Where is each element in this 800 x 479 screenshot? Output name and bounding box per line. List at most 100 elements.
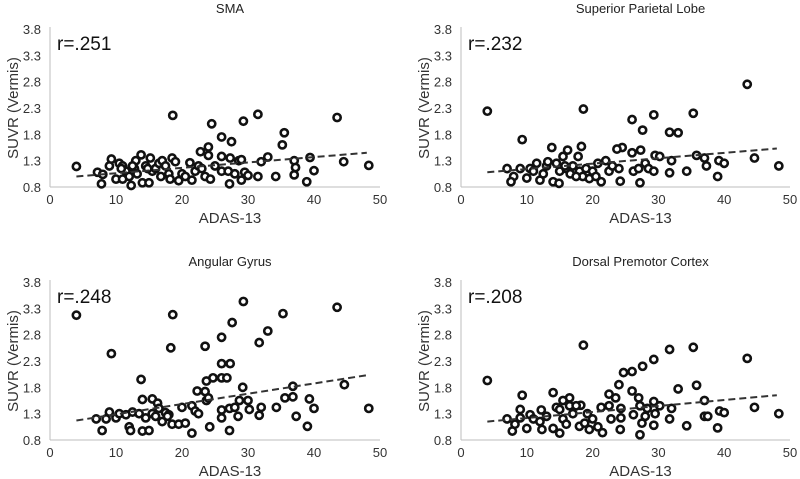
data-point — [140, 412, 151, 423]
data-point — [165, 342, 176, 353]
trend-line — [487, 394, 777, 423]
data-point — [262, 326, 273, 336]
data-point — [773, 161, 784, 171]
data-point — [186, 175, 197, 186]
data-point — [170, 156, 181, 167]
data-point — [688, 108, 699, 119]
y-tick-label: 3.8 — [434, 275, 452, 290]
chart-title: Dorsal Premotor Cortex — [572, 254, 709, 269]
x-tick-label: 30 — [241, 192, 255, 207]
x-tick-label: 20 — [585, 192, 599, 207]
data-point — [615, 424, 626, 435]
data-point — [635, 177, 645, 188]
x-tick-label: 20 — [175, 445, 189, 460]
data-point — [236, 175, 247, 186]
data-point — [600, 155, 611, 166]
data-point — [155, 171, 166, 182]
y-tick-label: 1.3 — [23, 407, 41, 422]
data-point — [287, 391, 298, 402]
y-tick-label: 1.3 — [23, 154, 41, 169]
correlation-label: r=.251 — [57, 34, 111, 55]
data-point — [200, 341, 210, 352]
data-point — [502, 163, 512, 174]
data-point — [702, 411, 713, 422]
y-tick-label: 3.3 — [23, 301, 41, 316]
x-tick-label: 50 — [373, 445, 387, 460]
y-tick-label: 2.8 — [23, 75, 41, 90]
x-tick-label: 30 — [651, 445, 665, 460]
data-point — [309, 165, 319, 176]
data-point — [578, 104, 589, 114]
data-point — [136, 149, 146, 160]
data-point — [243, 170, 253, 181]
y-tick-label: 3.3 — [23, 48, 41, 63]
data-point — [290, 162, 301, 173]
data-point — [243, 395, 253, 406]
data-point — [270, 171, 281, 182]
data-point — [338, 156, 349, 167]
x-axis-label: ADAS-13 — [199, 210, 262, 227]
data-point — [712, 422, 723, 433]
data-point — [548, 423, 559, 434]
data-point — [590, 171, 601, 182]
x-tick-label: 0 — [46, 445, 53, 460]
chart-panel: Dorsal Premotor Cortex 0.8 1.3 1.8 2.3 2.8 3.3… — [416, 254, 797, 479]
x-tick-label: 20 — [175, 192, 189, 207]
data-point — [193, 408, 204, 419]
chart-title: SMA — [216, 1, 245, 16]
data-point — [554, 178, 564, 189]
data-point — [637, 361, 648, 372]
data-point — [216, 332, 227, 343]
data-point — [562, 145, 573, 156]
data-point — [536, 405, 547, 415]
data-point — [615, 176, 626, 187]
data-point — [596, 176, 607, 187]
data-point — [506, 176, 516, 187]
x-tick-label: 40 — [307, 192, 321, 207]
data-point — [571, 171, 582, 182]
data-point — [304, 394, 315, 404]
data-point — [538, 168, 549, 179]
x-tick-label: 0 — [457, 192, 464, 207]
trend-line — [76, 151, 367, 178]
data-point — [666, 155, 677, 166]
data-point — [244, 404, 255, 415]
data-point — [254, 410, 265, 421]
x-tick-label: 20 — [585, 445, 599, 460]
y-tick-label: 0.8 — [23, 433, 41, 448]
data-point — [628, 409, 639, 420]
data-point — [637, 125, 648, 136]
data-point — [521, 423, 532, 434]
y-tick-label: 0.8 — [434, 180, 452, 195]
data-point — [542, 156, 553, 167]
data-point — [596, 402, 607, 413]
data-point — [701, 161, 712, 171]
y-tick-label: 1.8 — [434, 127, 452, 142]
y-axis-label: SUVR (Vermis) — [416, 57, 433, 159]
data-point — [635, 429, 645, 440]
data-point — [587, 414, 598, 424]
data-point — [664, 344, 675, 355]
y-tick-label: 2.8 — [434, 328, 452, 343]
trend-line — [76, 374, 367, 422]
data-point — [106, 154, 117, 164]
data-point — [637, 418, 647, 429]
data-point — [96, 178, 107, 189]
data-point — [216, 151, 227, 162]
data-point — [229, 168, 240, 179]
y-tick-label: 2.8 — [434, 75, 452, 90]
y-tick-label: 2.3 — [434, 101, 452, 116]
data-point — [573, 151, 584, 162]
data-point — [127, 161, 138, 171]
data-point — [627, 147, 637, 158]
data-point — [186, 428, 197, 439]
data-point — [227, 317, 238, 328]
data-point — [144, 177, 154, 188]
data-point — [97, 425, 108, 436]
data-point — [167, 110, 178, 121]
data-point — [666, 403, 677, 414]
y-tick-label: 3.8 — [23, 275, 41, 290]
data-point — [216, 412, 227, 423]
data-point — [627, 366, 637, 377]
data-point — [614, 163, 624, 174]
